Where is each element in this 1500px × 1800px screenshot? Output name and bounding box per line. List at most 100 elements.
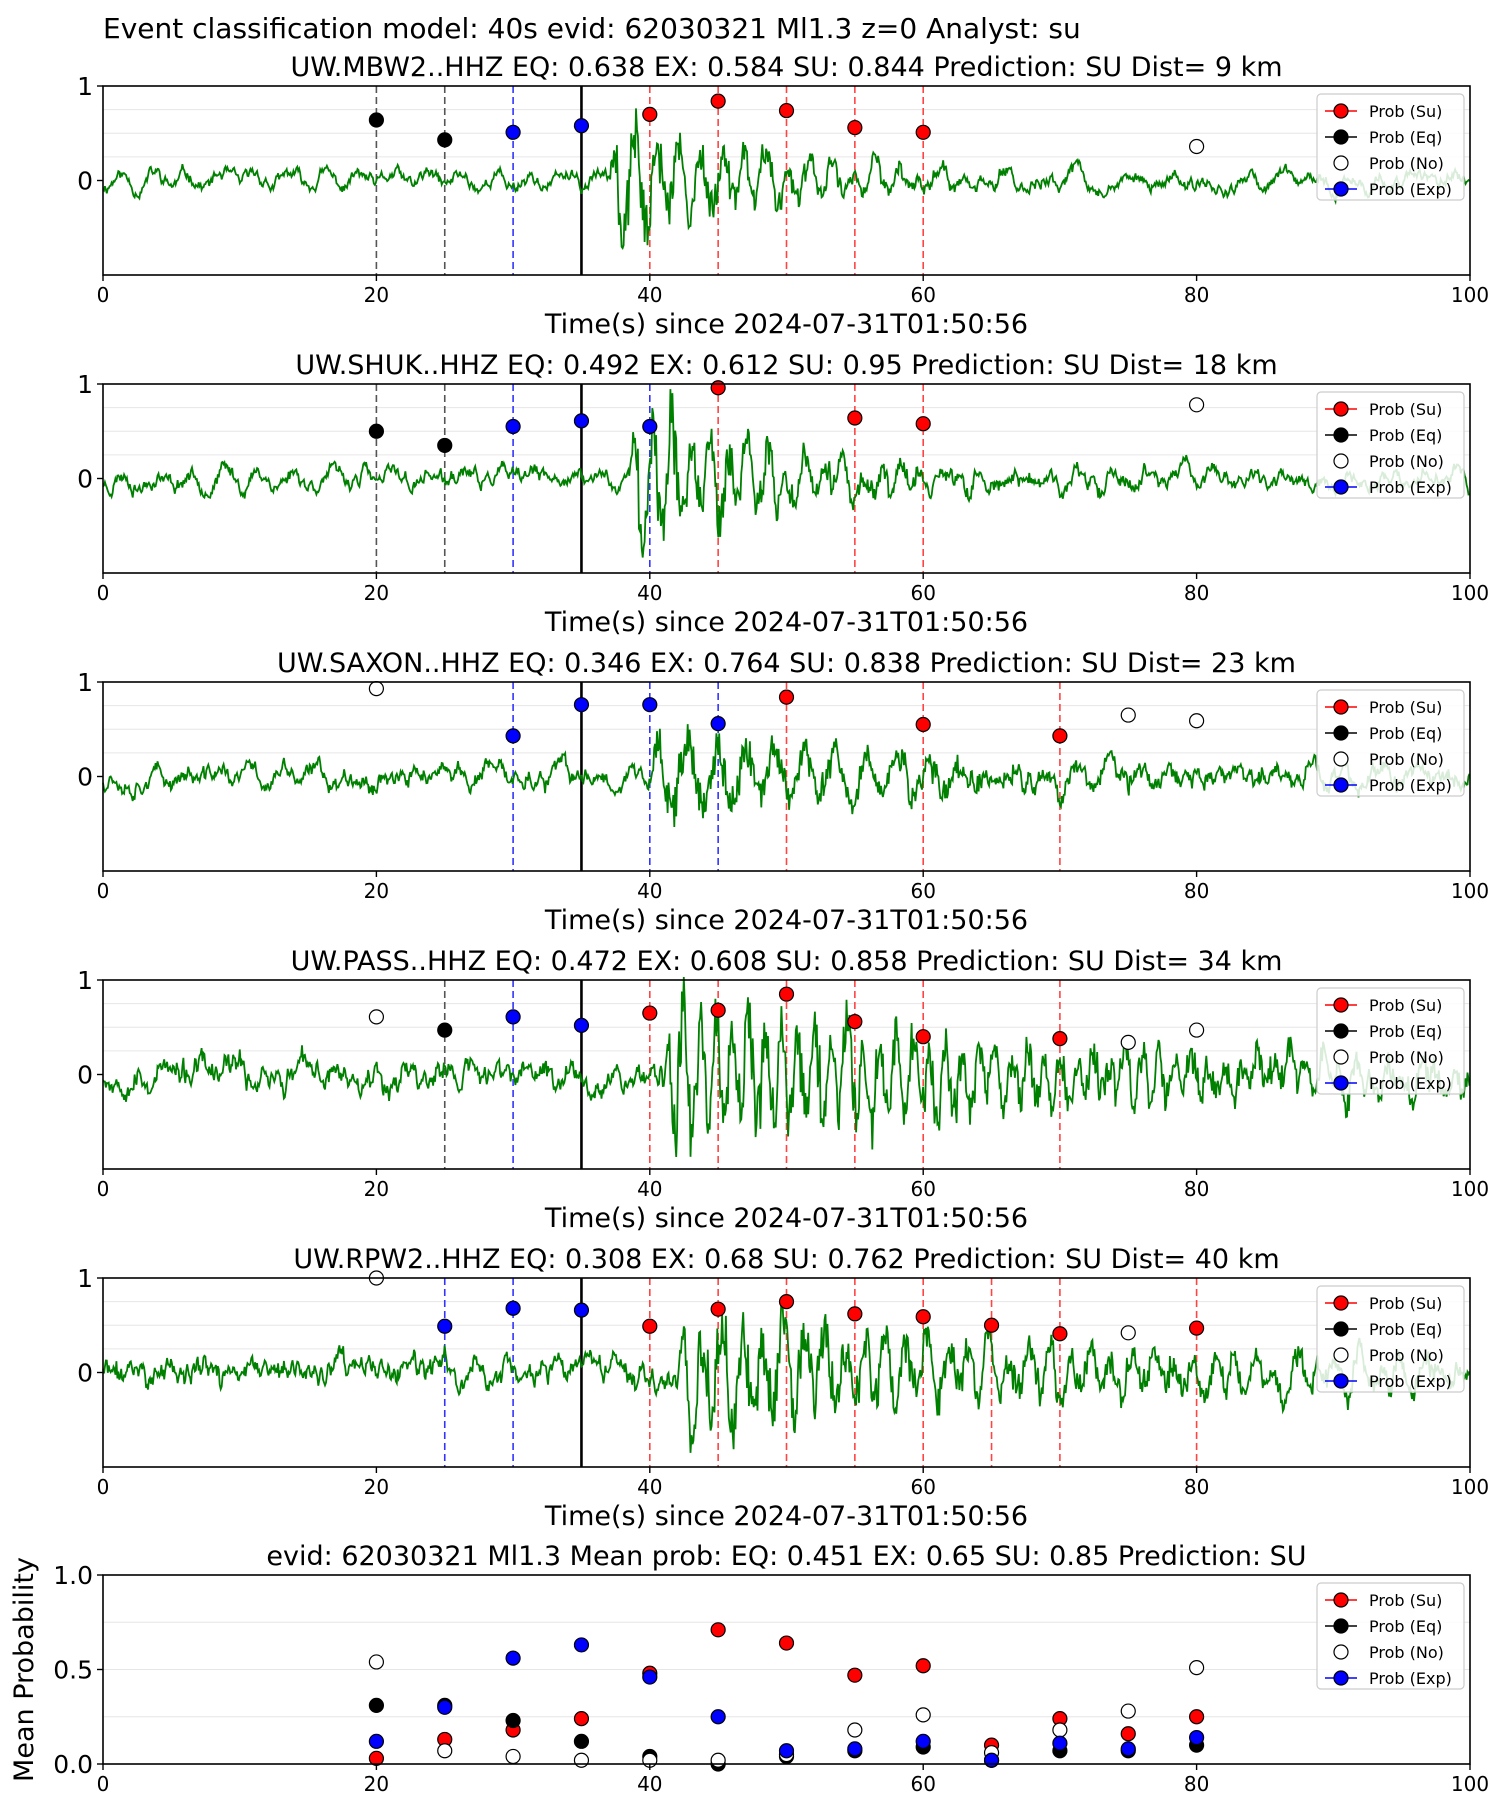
prob-point-exp: [505, 1009, 521, 1025]
prob-point-su: [778, 689, 795, 705]
waveform-trace: [102, 976, 1471, 1158]
prob-point-no: [847, 1722, 863, 1738]
prob-point-su: [915, 124, 931, 140]
x-tick-label: 40: [637, 1475, 662, 1499]
x-tick-label: 80: [1184, 581, 1209, 605]
legend-label: Prob (Exp): [1369, 1372, 1452, 1391]
legend: Prob (Su) Prob (Eq) Prob (No) Prob (Exp): [1316, 391, 1465, 499]
x-tick-label: 40: [637, 879, 662, 903]
y-tick-label: 1: [77, 668, 93, 697]
legend-label: Prob (Su): [1369, 1294, 1442, 1313]
x-axis-label: Time(s) since 2024-07-31T01:50:56: [544, 1501, 1028, 1532]
y-tick-label: 1: [77, 1264, 93, 1293]
x-tick-label: 0: [97, 581, 110, 605]
prob-point-no: [1188, 1022, 1205, 1038]
x-tick-label: 60: [910, 1475, 935, 1499]
prob-point-exp: [915, 1733, 931, 1749]
legend-marker: [1333, 751, 1349, 767]
prob-point-no: [1120, 1703, 1136, 1719]
x-tick-label: 40: [637, 581, 662, 605]
chart-panel-6: evid: 62030321 Ml1.3 Mean prob: EQ: 0.45…: [9, 1541, 1489, 1796]
x-tick-label: 20: [364, 283, 389, 307]
prob-point-exp: [847, 1741, 863, 1757]
prob-point-no: [368, 1009, 384, 1025]
x-tick-label: 80: [1184, 1772, 1209, 1796]
prob-point-su: [642, 1005, 658, 1021]
prob-point-exp: [505, 1300, 521, 1316]
x-tick-label: 0: [97, 283, 110, 307]
legend-marker: [1333, 129, 1349, 145]
prob-point-eq: [368, 112, 384, 128]
prob-point-exp: [573, 1302, 590, 1318]
chart-title: UW.SAXON..HHZ EQ: 0.346 EX: 0.764 SU: 0.…: [277, 648, 1296, 679]
chart-panel-3: UW.SAXON..HHZ EQ: 0.346 EX: 0.764 SU: 0.…: [77, 648, 1489, 936]
prob-point-su: [915, 416, 931, 432]
legend-marker: [1333, 1373, 1349, 1389]
prob-point-no: [1188, 1660, 1205, 1676]
chart-title: UW.SHUK..HHZ EQ: 0.492 EX: 0.612 SU: 0.9…: [295, 350, 1277, 381]
prob-point-exp: [1120, 1741, 1136, 1757]
prob-point-exp: [573, 1637, 590, 1653]
chart-panel-2: UW.SHUK..HHZ EQ: 0.492 EX: 0.612 SU: 0.9…: [77, 350, 1489, 638]
prob-point-su: [847, 1013, 863, 1030]
legend-marker: [1333, 181, 1349, 197]
x-tick-label: 100: [1451, 1772, 1489, 1796]
chart-panel-5: UW.RPW2..HHZ EQ: 0.308 EX: 0.68 SU: 0.76…: [77, 1244, 1489, 1532]
legend-box: [1316, 987, 1465, 1095]
prob-point-no: [368, 1654, 384, 1670]
prob-point-no: [505, 1748, 521, 1765]
legend-marker: [1333, 725, 1349, 741]
y-tick-label: 1: [77, 370, 93, 399]
prob-point-no: [1052, 1722, 1068, 1738]
x-tick-label: 60: [910, 879, 935, 903]
prob-point-su: [778, 1294, 795, 1310]
y-tick-label: 0: [77, 763, 93, 792]
prob-point-no: [915, 1707, 931, 1723]
legend: Prob (Su) Prob (Eq) Prob (No) Prob (Exp): [1316, 987, 1465, 1095]
legend-label: Prob (Exp): [1369, 1669, 1452, 1688]
chart-title: UW.PASS..HHZ EQ: 0.472 EX: 0.608 SU: 0.8…: [291, 946, 1283, 977]
prob-point-exp: [437, 1699, 453, 1715]
waveform-trace: [102, 724, 1471, 828]
prob-point-exp: [1188, 1729, 1205, 1746]
prob-point-eq: [368, 1697, 384, 1714]
prob-point-exp: [505, 1650, 521, 1666]
prob-point-no: [1188, 138, 1205, 155]
legend-label: Prob (No): [1369, 1048, 1444, 1067]
waveform-trace: [102, 389, 1470, 558]
legend-label: Prob (No): [1369, 154, 1444, 173]
prob-point-su: [778, 102, 795, 119]
prob-point-exp: [437, 1318, 453, 1334]
prob-point-exp: [573, 118, 590, 134]
prob-point-su: [915, 716, 931, 733]
chart-title: UW.MBW2..HHZ EQ: 0.638 EX: 0.584 SU: 0.8…: [290, 52, 1282, 83]
x-axis-label: Time(s) since 2024-07-31T01:50:56: [544, 309, 1028, 340]
waveform-trace: [102, 108, 1471, 250]
legend-label: Prob (Exp): [1369, 776, 1452, 795]
prob-point-su: [1120, 1726, 1136, 1742]
x-tick-label: 100: [1451, 283, 1489, 307]
x-tick-label: 0: [97, 1772, 110, 1796]
x-tick-label: 100: [1451, 581, 1489, 605]
prob-point-exp: [710, 1709, 726, 1725]
legend: Prob (Su) Prob (Eq) Prob (No) Prob (Exp): [1316, 93, 1465, 201]
prob-point-no: [573, 1752, 590, 1768]
y-tick-label: 0: [77, 1061, 93, 1090]
legend-box: [1316, 391, 1465, 499]
x-tick-label: 40: [637, 283, 662, 307]
y-tick-label: 0: [77, 1359, 93, 1388]
legend-marker: [1333, 1023, 1349, 1039]
prob-point-su: [1052, 1030, 1068, 1047]
legend-label: Prob (Exp): [1369, 478, 1452, 497]
legend-label: Prob (Eq): [1369, 128, 1442, 147]
x-axis-label: Time(s) since 2024-07-31T01:50:56: [544, 607, 1028, 638]
legend-box: [1316, 1582, 1465, 1690]
legend-box: [1316, 1285, 1465, 1393]
legend-box: [1316, 93, 1465, 201]
prob-point-no: [1120, 1034, 1136, 1050]
x-tick-label: 80: [1184, 1475, 1209, 1499]
prob-point-exp: [573, 413, 590, 429]
y-tick-label: 0.0: [53, 1750, 93, 1779]
chart-panel-1: UW.MBW2..HHZ EQ: 0.638 EX: 0.584 SU: 0.8…: [77, 52, 1489, 340]
prob-point-su: [642, 1318, 658, 1334]
